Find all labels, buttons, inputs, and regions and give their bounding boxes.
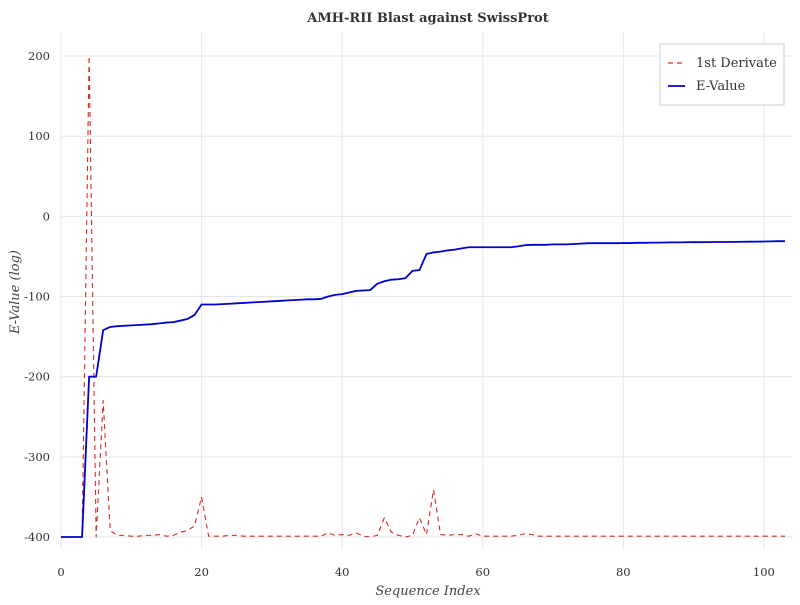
chart-title: AMH-RII Blast against SwissProt xyxy=(306,11,548,26)
x-tick-label: 20 xyxy=(194,565,209,579)
series-layer xyxy=(61,55,785,538)
y-tick-label: -100 xyxy=(24,290,50,304)
x-tick-label: 60 xyxy=(475,565,490,579)
x-tick-label: 80 xyxy=(616,565,631,579)
y-tick-label: -400 xyxy=(24,530,50,544)
plot-background xyxy=(61,32,792,549)
y-axis-ticks: -400 -300 -200 -100 0 100 200 xyxy=(24,49,50,544)
legend-box xyxy=(659,43,785,106)
x-tick-label: 0 xyxy=(57,565,64,579)
y-axis-label: E-Value (log) xyxy=(8,250,23,335)
legend-label-evalue: E-Value xyxy=(696,79,746,94)
y-tick-label: 200 xyxy=(28,49,50,63)
x-axis-label: Sequence Index xyxy=(375,584,481,599)
x-tick-label: 40 xyxy=(335,565,350,579)
y-tick-label: -200 xyxy=(24,370,50,384)
legend: 1st Derivate E-Value xyxy=(659,43,785,106)
series-line-evalue xyxy=(61,240,785,538)
y-tick-label: 100 xyxy=(28,129,50,143)
y-tick-label: 0 xyxy=(43,209,50,223)
series-line-derivate xyxy=(61,55,785,538)
x-axis-ticks: 0 20 40 60 80 100 xyxy=(57,565,775,579)
y-tick-label: -300 xyxy=(24,450,50,464)
x-tick-label: 100 xyxy=(753,565,775,579)
legend-label-derivate: 1st Derivate xyxy=(696,56,777,71)
